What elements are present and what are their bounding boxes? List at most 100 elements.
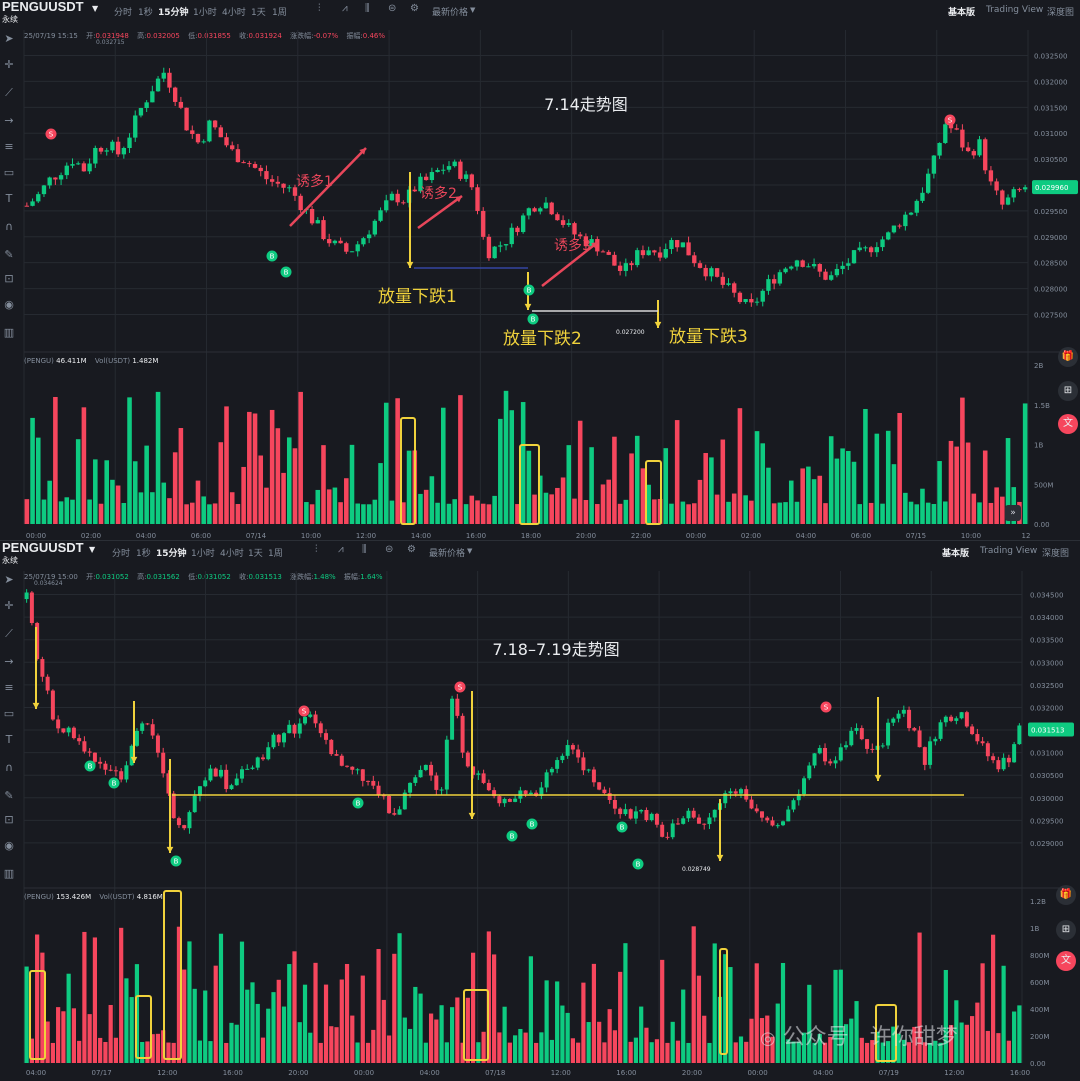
tf-4h[interactable]: 4小时 <box>220 549 244 559</box>
chevron-down-icon[interactable]: ▼ <box>470 6 476 14</box>
tf-1w[interactable]: 1周 <box>268 549 283 559</box>
tf-1d[interactable]: 1天 <box>248 549 263 559</box>
volume-bar <box>675 1040 681 1063</box>
tf-tick[interactable]: 分时 <box>114 8 133 18</box>
amplitude-label: 振幅: <box>346 32 363 40</box>
candle-body <box>1012 744 1017 763</box>
sell-signal-badge-letter: S <box>458 684 463 692</box>
price-tick-label: 0.029000 <box>1034 234 1067 242</box>
price-tick-label: 0.032000 <box>1034 78 1067 86</box>
text-icon[interactable]: T <box>5 733 13 746</box>
crosshair-icon[interactable]: ✛ <box>4 599 14 612</box>
volume-bar <box>355 1042 360 1063</box>
lock-icon[interactable]: ⊡ <box>4 813 14 826</box>
price-type-select[interactable]: 最新价格 <box>429 549 466 559</box>
lure-label: 诱多1 <box>296 173 333 190</box>
translate-icon[interactable]: 文 <box>1058 414 1078 434</box>
magnet-icon[interactable]: ∩ <box>4 761 14 774</box>
gear-icon[interactable]: ⚙ <box>410 3 419 14</box>
tf-1h[interactable]: 1小时 <box>191 549 215 559</box>
candle-body <box>886 722 891 746</box>
price-type-select[interactable]: 最新价格 <box>432 8 469 18</box>
crosshair-icon[interactable]: ✛ <box>4 58 14 71</box>
chevron-down-icon[interactable]: ▼ <box>467 547 473 555</box>
tf-15m[interactable]: 15分钟 <box>156 549 187 559</box>
tab-depth[interactable]: 深度图 <box>1047 8 1075 18</box>
tab-basic[interactable]: 基本版 <box>942 549 970 559</box>
tab-depth[interactable]: 深度图 <box>1042 549 1070 559</box>
rectangle-icon[interactable]: ▭ <box>3 166 15 179</box>
chevron-down-icon[interactable]: ▼ <box>89 545 96 554</box>
cursor-icon[interactable]: ➤ <box>4 32 14 45</box>
volume-bar <box>960 397 965 524</box>
fib-icon[interactable]: ≡ <box>4 140 14 153</box>
volume-bar <box>115 485 121 524</box>
expand-icon[interactable]: » <box>1005 505 1021 521</box>
trash-icon[interactable]: ▥ <box>3 867 15 880</box>
bars-icon[interactable]: ⫼ <box>365 3 370 14</box>
tab-tradingview[interactable]: Trading View <box>986 5 1044 15</box>
candle-icon[interactable]: ⫶ <box>318 3 321 14</box>
chevron-down-icon[interactable]: ▼ <box>92 4 99 13</box>
price-tick-label: 0.034500 <box>1030 592 1063 600</box>
candle-body <box>366 780 371 782</box>
trendline-icon[interactable]: ⟋ <box>5 86 13 99</box>
compare-icon[interactable]: ⊜ <box>385 544 394 555</box>
candle-body <box>800 260 805 267</box>
price-tick-label: 0.029000 <box>1030 840 1063 848</box>
gift-icon[interactable]: 🎁 <box>1056 885 1076 905</box>
tf-1h[interactable]: 1小时 <box>193 8 217 18</box>
indicator-icon[interactable]: ⩘ <box>342 3 348 14</box>
pen-icon[interactable]: ✎ <box>4 789 14 802</box>
pen-icon[interactable]: ✎ <box>4 248 14 261</box>
eye-icon[interactable]: ◉ <box>4 839 14 852</box>
volume-bar <box>807 984 812 1063</box>
cursor-icon[interactable]: ➤ <box>4 573 14 586</box>
candle-body <box>570 745 575 750</box>
symbol-name[interactable]: PENGUUSDT <box>2 540 84 555</box>
compare-icon[interactable]: ⊜ <box>388 3 397 14</box>
gift-icon[interactable]: 🎁 <box>1058 347 1078 367</box>
volume-bar <box>885 1041 891 1063</box>
tab-tradingview[interactable]: Trading View <box>980 546 1038 556</box>
symbol-name[interactable]: PENGUUSDT <box>2 0 84 14</box>
candle-body <box>1005 197 1011 205</box>
trash-icon[interactable]: ▥ <box>3 326 15 339</box>
trendline-icon[interactable]: ⟋ <box>5 627 13 640</box>
eye-icon[interactable]: ◉ <box>4 298 14 311</box>
magnet-icon[interactable]: ∩ <box>4 220 14 233</box>
bars-icon[interactable]: ⫼ <box>362 544 367 555</box>
candlestick-chart-bottom[interactable]: 0.034500 0.034000 0.033500 0.033000 0.032500… <box>0 541 1080 1081</box>
candle-body <box>954 128 959 130</box>
candle-body <box>98 761 103 764</box>
tf-1w[interactable]: 1周 <box>272 8 287 18</box>
candle-body <box>723 793 728 804</box>
candle-body <box>928 741 933 765</box>
rectangle-icon[interactable]: ▭ <box>3 707 15 720</box>
volume-bar <box>906 1042 912 1063</box>
layout-icon[interactable]: ⊞ <box>1056 920 1076 940</box>
volume-bar <box>192 988 197 1063</box>
fib-icon[interactable]: ≡ <box>4 681 14 694</box>
tf-1d[interactable]: 1天 <box>251 8 266 18</box>
arrow-icon[interactable]: → <box>4 655 14 668</box>
arrow-icon[interactable]: → <box>4 114 14 127</box>
lock-icon[interactable]: ⊡ <box>4 272 14 285</box>
tf-1s[interactable]: 1秒 <box>138 8 153 18</box>
volume-highlight-box <box>135 995 152 1059</box>
gear-icon[interactable]: ⚙ <box>407 544 416 555</box>
tab-basic[interactable]: 基本版 <box>948 8 976 18</box>
candle-body <box>355 244 360 252</box>
candle-icon[interactable]: ⫶ <box>315 544 318 555</box>
volume-bar <box>938 1042 943 1063</box>
indicator-icon[interactable]: ⩘ <box>338 544 344 555</box>
tf-4h[interactable]: 4小时 <box>222 8 246 18</box>
candlestick-chart-top[interactable]: 0.032500 0.032000 0.031500 0.031000 0.030500… <box>0 0 1080 540</box>
layout-icon[interactable]: ⊞ <box>1058 381 1078 401</box>
tf-15m[interactable]: 15分钟 <box>158 8 189 18</box>
translate-icon[interactable]: 文 <box>1056 951 1076 971</box>
tf-tick[interactable]: 分时 <box>112 549 131 559</box>
text-icon[interactable]: T <box>5 192 13 205</box>
volume-bar <box>155 391 161 524</box>
tf-1s[interactable]: 1秒 <box>136 549 151 559</box>
